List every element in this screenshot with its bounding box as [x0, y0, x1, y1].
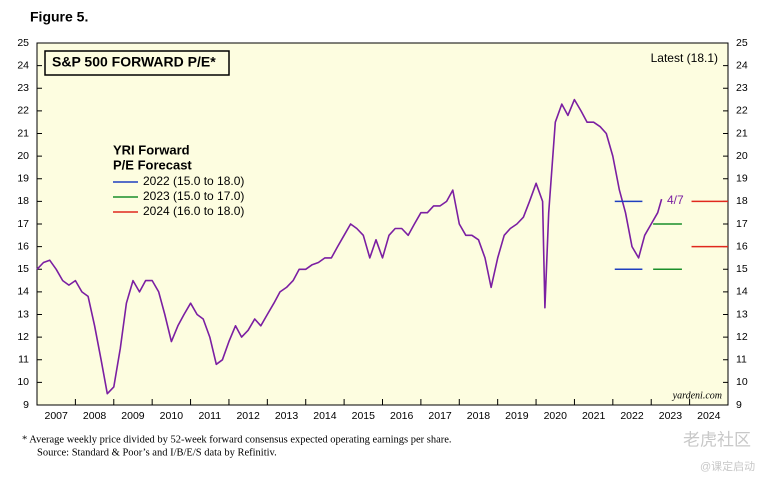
figure-label: Figure 5.: [30, 9, 88, 25]
x-tick-label: 2021: [582, 410, 606, 422]
y2-tick-label: 10: [736, 376, 748, 388]
y-tick-label: 12: [17, 331, 29, 343]
x-tick-label: 2014: [313, 410, 337, 422]
x-tick-label: 2019: [505, 410, 529, 422]
watermark: 老虎社区: [683, 430, 751, 449]
x-tick-label: 2015: [352, 410, 376, 422]
x-tick-label: 2013: [275, 410, 299, 422]
x-tick-label: 2008: [83, 410, 107, 422]
source-site: yardeni.com: [672, 390, 722, 401]
y2-tick-label: 21: [736, 127, 748, 139]
x-tick-label: 2018: [467, 410, 491, 422]
line: [36, 98, 663, 395]
y2-tick-label: 25: [736, 37, 748, 49]
y-tick-label: 16: [17, 240, 29, 252]
y2-tick-label: 12: [736, 331, 748, 343]
y-tick-label: 22: [17, 105, 29, 117]
title-box: [44, 50, 230, 76]
y-tick-label: 13: [17, 308, 29, 320]
watermark: @课定启动: [700, 459, 755, 473]
y-tick-label: 14: [17, 286, 29, 298]
y2-tick-label: 14: [736, 286, 748, 298]
y2-tick-label: 13: [736, 308, 748, 320]
y2-tick-label: 23: [736, 82, 748, 94]
legend-title: P/E Forecast: [113, 157, 192, 172]
y-tick-label: 24: [17, 59, 29, 71]
y2-tick-label: 24: [736, 59, 748, 71]
y-tick-label: 20: [17, 150, 29, 162]
x-tick-label: 2023: [659, 410, 683, 422]
latest-label: Latest (18.1): [651, 51, 718, 65]
x-tick-label: 2012: [236, 410, 260, 422]
y2-tick-label: 15: [736, 263, 748, 275]
x-tick-label: 2024: [697, 410, 721, 422]
footnote: * Average weekly price divided by 52-wee…: [22, 434, 452, 445]
y2-tick-label: 17: [736, 218, 748, 230]
y2-tick-label: 22: [736, 105, 748, 117]
y-tick-label: 15: [17, 263, 29, 275]
y2-tick-label: 16: [736, 240, 748, 252]
y-tick-label: 17: [17, 218, 29, 230]
y-tick-label: 10: [17, 376, 29, 388]
chart-title: S&P 500 FORWARD P/E*: [52, 54, 216, 70]
y-tick-label: 18: [17, 195, 29, 207]
x-tick-label: 2011: [198, 410, 221, 422]
legend-label: 2024 (16.0 to 18.0): [143, 204, 244, 218]
plot-area: [36, 42, 729, 406]
x-tick-label: 2007: [45, 410, 69, 422]
y-tick-label: 25: [17, 37, 29, 49]
x-tick-label: 2016: [390, 410, 414, 422]
x-tick-label: 2020: [544, 410, 568, 422]
y2-tick-label: 19: [736, 173, 748, 185]
x-tick-label: 2017: [428, 410, 452, 422]
y2-tick-label: 11: [736, 354, 747, 366]
y-tick-label: 9: [23, 399, 29, 411]
y-tick-label: 21: [17, 127, 29, 139]
footnote: Source: Standard & Poor’s and I/B/E/S da…: [37, 447, 277, 458]
y2-tick-label: 9: [736, 399, 742, 411]
x-tick-label: 2010: [160, 410, 184, 422]
legend-label: 2023 (15.0 to 17.0): [143, 189, 244, 203]
y2-tick-label: 20: [736, 150, 748, 162]
y-tick-label: 23: [17, 82, 29, 94]
y-tick-label: 19: [17, 173, 29, 185]
legend-label: 2022 (15.0 to 18.0): [143, 174, 244, 188]
legend-title: YRI Forward: [113, 142, 190, 157]
y2-tick-label: 18: [736, 195, 748, 207]
x-tick-label: 2022: [620, 410, 644, 422]
y-tick-label: 11: [18, 354, 29, 366]
x-tick-label: 2009: [121, 410, 145, 422]
annotation: 4/7: [667, 193, 684, 207]
